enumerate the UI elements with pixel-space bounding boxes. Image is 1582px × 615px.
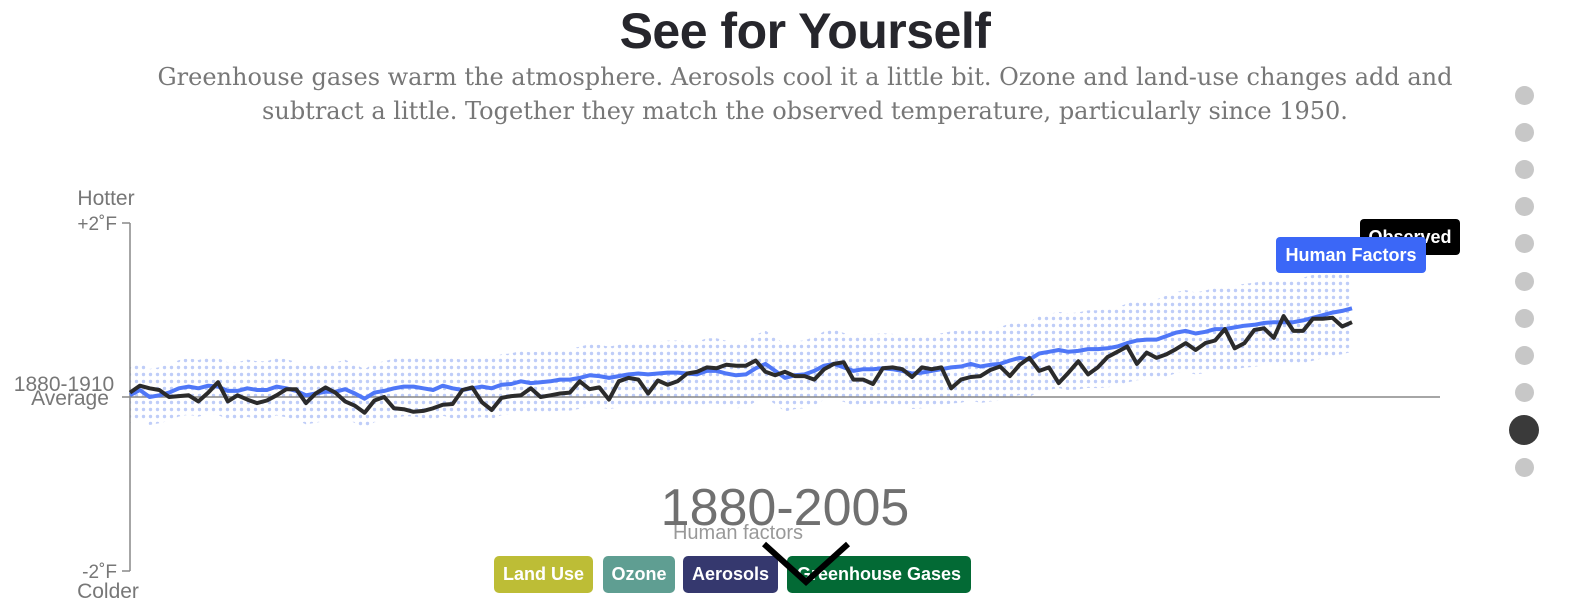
y-label-colder: Colder: [77, 580, 139, 603]
nav-dot[interactable]: [1515, 159, 1534, 179]
factor-button-ozone[interactable]: Ozone: [603, 556, 675, 593]
human-factors-tag: [1276, 237, 1426, 273]
factor-button-land-use[interactable]: Land Use: [494, 556, 593, 593]
nav-dot[interactable]: [1515, 345, 1534, 365]
nav-dot[interactable]: [1515, 85, 1534, 105]
human-factors-band: [130, 264, 1352, 429]
y-tick-label-bottom: -2˚F: [82, 562, 117, 583]
y-tick-label-top: +2˚F: [77, 214, 117, 235]
nav-dot[interactable]: [1515, 197, 1534, 217]
nav-dot[interactable]: [1515, 234, 1534, 254]
nav-dot[interactable]: [1515, 122, 1534, 142]
nav-dot[interactable]: [1515, 383, 1534, 403]
nav-dot[interactable]: [1515, 271, 1534, 291]
chevron-down-icon[interactable]: [760, 538, 852, 588]
page-title: See for Yourself: [619, 3, 991, 59]
page-subtitle: Greenhouse gases warm the atmosphere. Ae…: [157, 63, 1453, 125]
nav-dot-active[interactable]: [1509, 414, 1539, 445]
factor-button-aerosols[interactable]: Aerosols: [683, 556, 778, 593]
human-factors-tag-label: Human Factors: [1285, 245, 1416, 265]
nav-dot[interactable]: [1515, 457, 1534, 477]
period-label: 1880-2005: [660, 479, 910, 537]
nav-dot[interactable]: [1515, 308, 1534, 328]
baseline-label-line2: Average: [31, 387, 109, 410]
baseline-label-line1: 1880-1910: [14, 373, 114, 396]
observed-line: [128, 314, 1353, 415]
temperature-chart: Hotter+2˚F-2˚FColder1880-1910AverageObse…: [14, 187, 1460, 603]
factor-label: Human factors: [672, 522, 804, 544]
y-label-hotter: Hotter: [77, 187, 134, 210]
